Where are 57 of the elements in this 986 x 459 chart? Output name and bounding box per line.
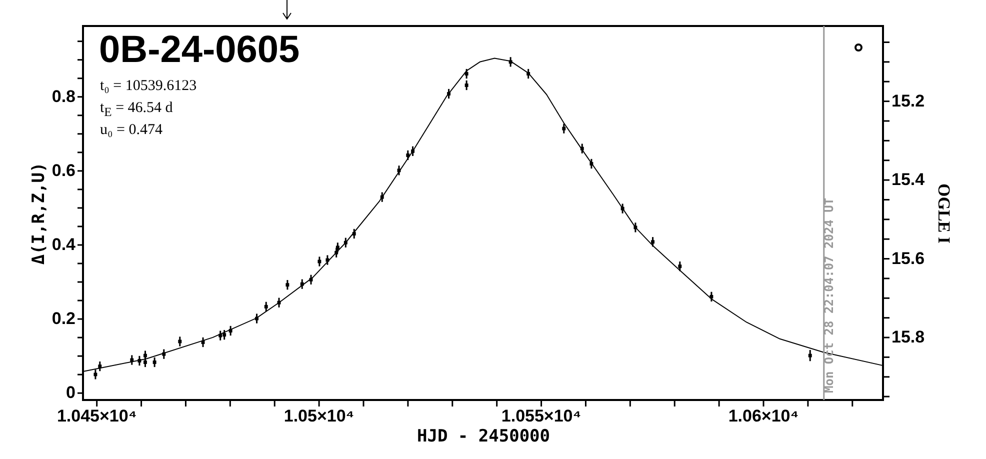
annotation: t₀ = 10539.6123 [100,78,197,95]
annotation: Mon Oct 28 22:04:07 2024 UT [822,198,836,393]
x-axis-title: HJD - 2450000 [416,426,550,446]
y2-tick-label: 15.8 [892,328,925,347]
point [634,226,638,230]
chart-title: 0B-24-0605 [99,29,300,71]
point [336,246,340,250]
point [411,149,415,153]
point [380,195,384,199]
y2-tick-label: 15.2 [892,91,925,110]
x-tick-label: 1.06×10⁴ [728,406,799,426]
y2-tick-label: 15.4 [892,170,926,190]
point [228,329,232,332]
x-tick-label: 1.045×10⁴ [56,406,137,426]
annotation: u₀ = 0.474 [100,122,162,139]
y-tick-label: 0 [66,383,76,402]
y-tick-label: 0.2 [52,309,76,328]
point [94,372,98,376]
point [222,333,226,337]
y-tick-label: 0.8 [52,86,76,106]
point [286,283,290,287]
point [138,359,142,362]
y2-tick-label: 15.6 [892,248,925,268]
point [447,92,451,96]
point [406,154,410,157]
y-tick-label: 0.4 [52,234,76,254]
point [464,72,468,76]
point [326,258,330,262]
point [580,146,584,150]
point [264,304,268,308]
x-tick-label: 1.05×10⁴ [284,406,354,426]
point [562,126,566,130]
point [344,240,348,244]
point [143,360,147,364]
point [162,352,166,356]
point [334,250,338,254]
point [152,360,156,364]
y2-axis-title: OGLE I [934,184,954,244]
point [464,84,468,87]
point [808,354,812,358]
point [255,316,259,320]
point [143,354,147,358]
point [526,72,530,76]
point [710,294,714,298]
annotation: t$_{E}$ = 46.54 d [100,100,173,120]
point [352,232,356,236]
point [508,60,512,64]
point [651,240,655,244]
point [300,282,304,286]
x-tick-label: 1.055×10⁴ [501,406,582,426]
point [590,162,594,166]
point [218,334,222,338]
y-tick-label: 0.6 [52,160,76,180]
point [678,264,682,268]
y-axis-title: Δ(I,R,Z,U) [28,162,49,265]
point [620,206,624,210]
point [98,364,102,368]
